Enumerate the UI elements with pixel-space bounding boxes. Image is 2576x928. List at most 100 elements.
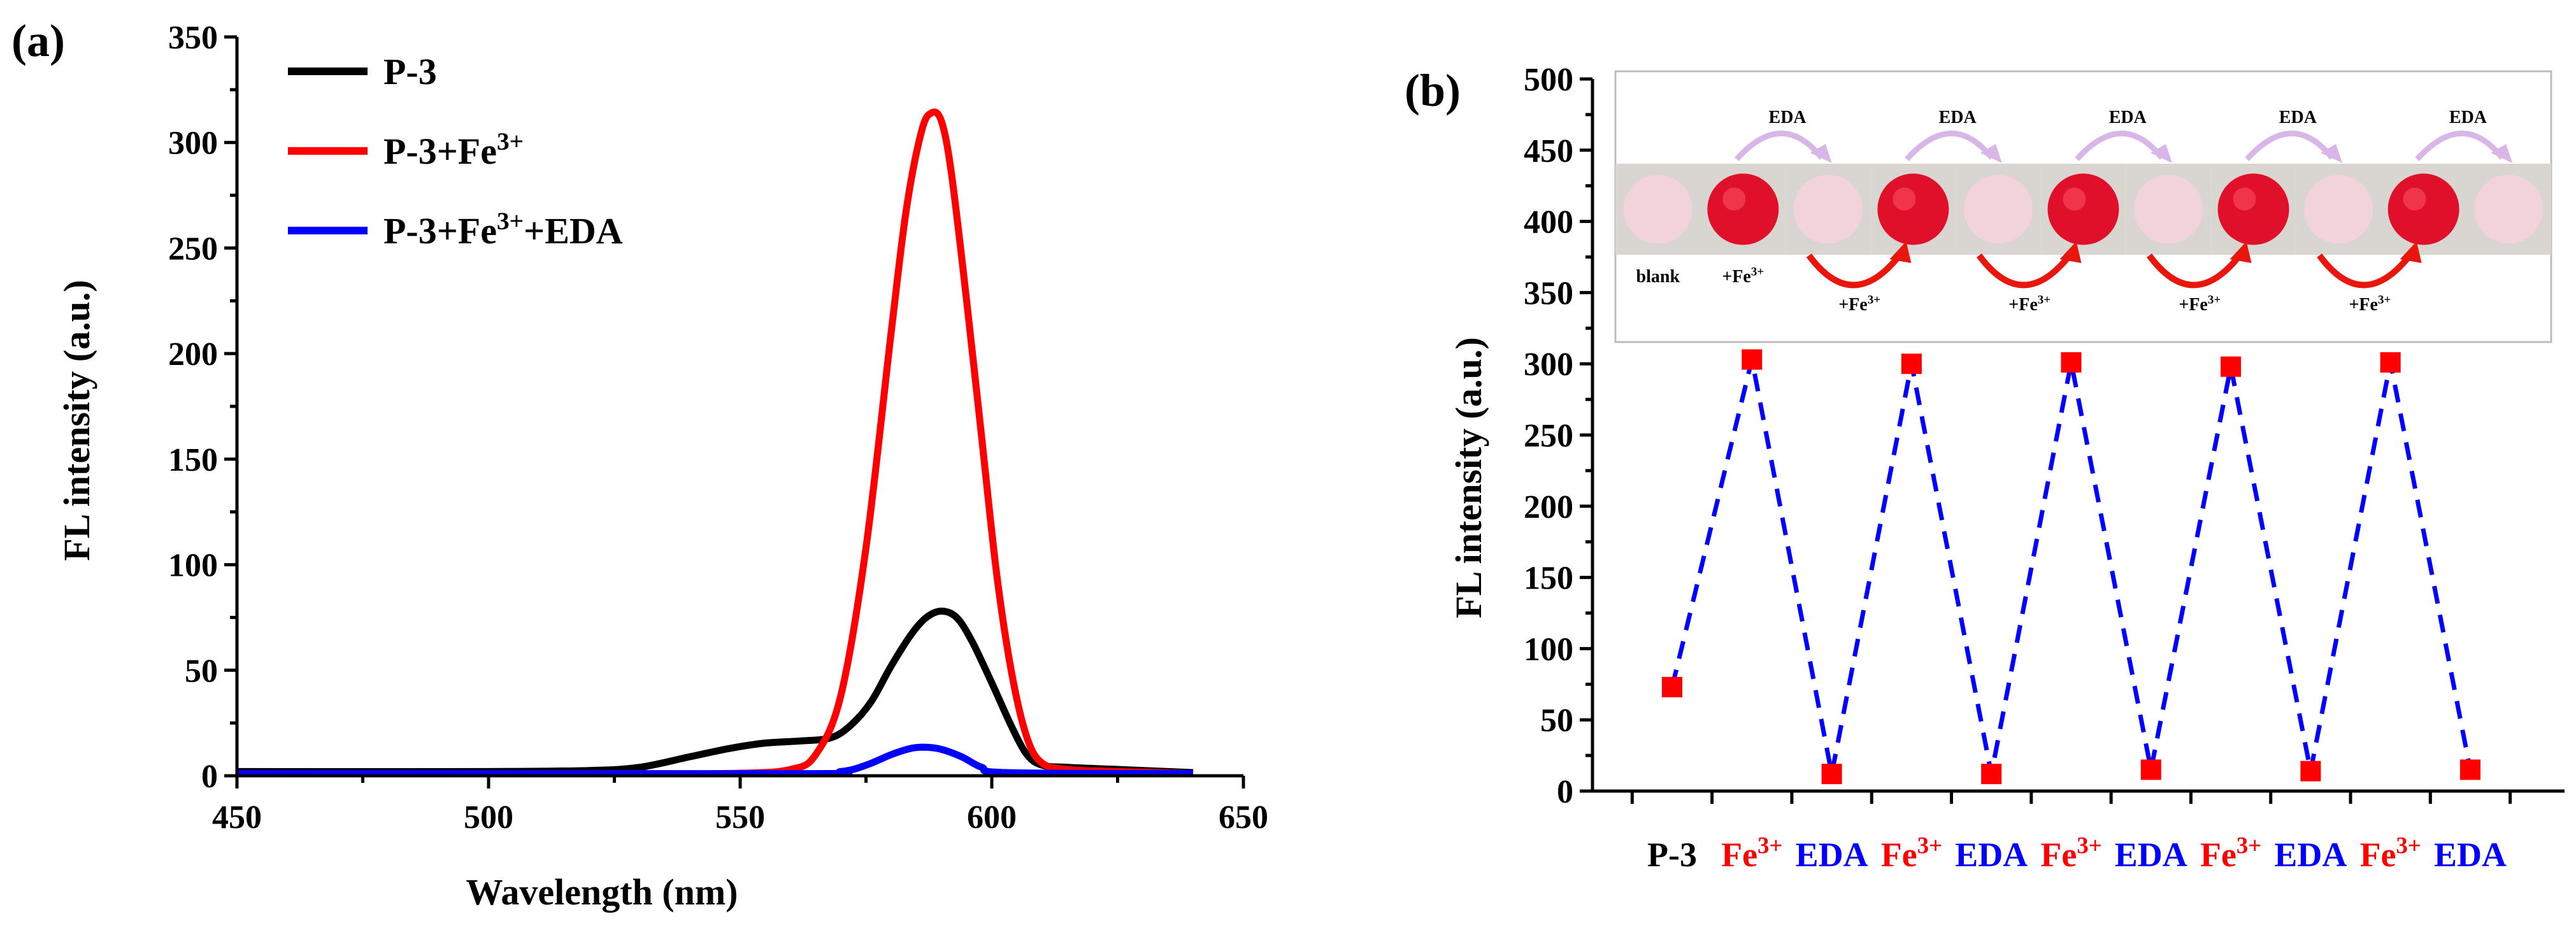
y-tick-label: 200 (168, 336, 218, 373)
category-label-10-base: EDA (2434, 836, 2507, 874)
panel-b-markers (1662, 349, 2480, 785)
category-label-3: Fe3+ (1881, 832, 1942, 874)
b-y-tick-label: 350 (1524, 275, 1573, 311)
series-line-1 (236, 108, 1194, 778)
data-point-10 (2460, 759, 2480, 780)
category-label-9-sup: 3+ (2396, 832, 2421, 858)
y-tick-label: 250 (168, 231, 218, 267)
panel-a-ticks: 450 500 550 600 650 0 50 100 150 200 250 300 350 (168, 20, 1268, 836)
category-label-9-base: Fe (2360, 836, 2396, 874)
category-label-4-base: EDA (1955, 836, 2028, 874)
fe-arrow (2147, 252, 2243, 289)
x-tick-label: 500 (464, 799, 513, 836)
fe-arrow-label-base: +Fe (2349, 295, 2378, 315)
sample-highlight (1893, 187, 1916, 211)
category-label-5-base: Fe (2040, 836, 2077, 874)
eda-arrow-head (1810, 144, 1832, 163)
data-point-1 (1742, 349, 1763, 370)
fe-arrow-label-sup: 3+ (1868, 293, 1880, 306)
x-tick-label: 600 (967, 799, 1017, 836)
eda-arrow (1905, 131, 1994, 162)
panel-b-scatter-chart: (b) blank +Fe3+EDA EDA EDA EDA EDA+Fe3+ +Fe3+ +… (1405, 62, 2565, 874)
legend-label-2-sup: 3+ (497, 207, 524, 235)
fe-arrow-label-sup: 3+ (2208, 293, 2221, 306)
category-label-2-base: EDA (1796, 836, 1868, 874)
fe-arrow-label: +Fe3+ (2179, 293, 2221, 315)
eda-arrow (2245, 131, 2335, 162)
panel-b-y-axis-label: FL intensity (a.u.) (1448, 337, 1489, 618)
fe-arrow-label: +Fe3+ (1838, 293, 1880, 315)
category-label-3-sup: 3+ (1917, 832, 1942, 858)
b-y-tick-label: 200 (1524, 489, 1573, 525)
category-label-10: EDA (2434, 836, 2507, 874)
y-tick-label: 50 (185, 653, 218, 689)
data-point-9 (2380, 352, 2401, 373)
legend-label-0-base: P-3 (383, 51, 437, 92)
data-point-7 (2221, 356, 2242, 377)
panel-b-category-labels: P-3 Fe3+ EDA Fe3+ EDA Fe3+ EDA Fe3+ EDA Fe3+ EDA (1647, 832, 2507, 874)
data-point-2 (1821, 764, 1842, 785)
fe-arrow-head (2229, 241, 2252, 263)
category-label-7: Fe3+ (2200, 832, 2261, 874)
inset-first-fe-label-sup: 3+ (1751, 265, 1764, 278)
data-point-8 (2300, 760, 2321, 782)
x-tick-label: 450 (212, 799, 262, 836)
fe-arrow-label: +Fe3+ (2008, 293, 2050, 315)
b-y-tick-label: 100 (1524, 631, 1573, 667)
b-y-tick-label: 250 (1524, 418, 1573, 454)
category-label-9: Fe3+ (2360, 832, 2421, 874)
fe-arrow-label-base: +Fe (1838, 295, 1868, 315)
x-tick-label: 650 (1219, 799, 1268, 836)
eda-arrow (2415, 131, 2505, 162)
legend-label-1-sup: 3+ (497, 127, 524, 155)
sample-pale-dot (1623, 175, 1692, 244)
category-label-6: EDA (2115, 836, 2187, 874)
category-label-6-base: EDA (2115, 836, 2187, 874)
x-tick-label: 550 (715, 799, 765, 836)
fe-arrow-head (2400, 241, 2422, 263)
legend-label-2-suffix: +EDA (524, 210, 623, 252)
inset-photo-strip: blank +Fe3+EDA EDA EDA EDA EDA+Fe3+ +Fe3+ +Fe3+… (1614, 70, 2552, 343)
eda-arrow-label: EDA (1939, 108, 1977, 127)
y-tick-label: 0 (201, 759, 218, 795)
b-y-tick-label: 150 (1524, 560, 1573, 597)
panel-a-series-group (236, 108, 1194, 778)
category-label-1: Fe3+ (1721, 832, 1782, 874)
sample-red-dot (2387, 173, 2459, 245)
legend-label-1-base: P-3+Fe (383, 131, 497, 172)
fe-arrow-label: +Fe3+ (2349, 293, 2391, 315)
sample-highlight (2403, 187, 2426, 211)
data-point-4 (1981, 764, 2002, 785)
fe-arrow-head (1889, 241, 1912, 263)
fe-arrow (1976, 252, 2073, 289)
category-label-7-sup: 3+ (2236, 832, 2261, 858)
data-point-3 (1901, 353, 1922, 375)
panel-b-dashed-line (1670, 359, 2473, 775)
panel-a-legend: P-3P-3+Fe3+P-3+Fe3++EDA (288, 51, 623, 252)
b-y-tick-label: 300 (1524, 346, 1573, 383)
data-point-5 (2061, 352, 2082, 373)
fe-arrow-label-base: +Fe (2179, 295, 2208, 315)
category-label-2: EDA (1796, 836, 1868, 874)
category-label-0: P-3 (1647, 836, 1697, 874)
inset-first-fe-label: +Fe3+ (1722, 265, 1764, 287)
panel-a-y-axis-label: FL intensity (a.u.) (56, 280, 97, 561)
legend-label-0: P-3 (383, 51, 437, 92)
sample-pale-dot (2304, 175, 2373, 244)
sample-highlight (2233, 187, 2256, 211)
fe-arrow (2317, 252, 2414, 289)
b-y-tick-label: 0 (1557, 774, 1573, 810)
eda-arrow-label: EDA (1769, 108, 1807, 127)
y-tick-label: 100 (168, 548, 218, 584)
category-label-1-base: Fe (1721, 836, 1757, 874)
sample-red-dot (1877, 173, 1949, 245)
fe-arrow-head (2059, 241, 2082, 263)
b-y-tick-label: 400 (1524, 204, 1573, 241)
sample-pale-dot (1963, 175, 2033, 244)
sample-red-dot (2217, 173, 2289, 245)
category-label-5: Fe3+ (2040, 832, 2101, 874)
panel-a-line-chart: (a) 450 500 550 600 650 0 50 100 150 200 250 300 350… (11, 15, 1268, 913)
eda-arrow-label: EDA (2279, 108, 2317, 127)
series-line-0 (236, 607, 1194, 776)
